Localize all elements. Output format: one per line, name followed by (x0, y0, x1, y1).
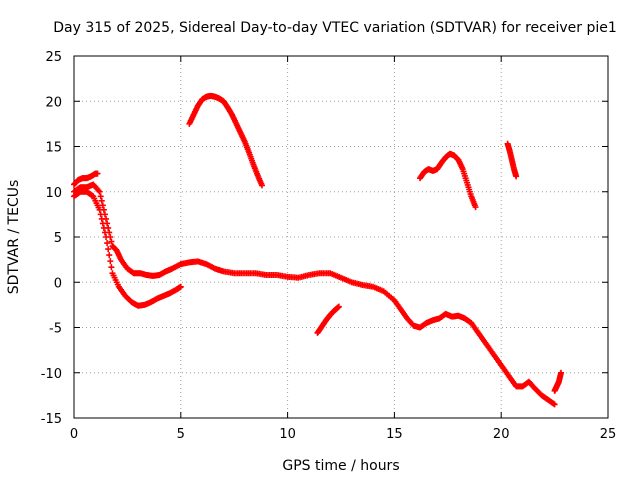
y-tick-label: -5 (49, 322, 62, 337)
x-tick-label: 20 (493, 427, 510, 442)
data-point (99, 202, 106, 209)
y-tick-label: -15 (41, 412, 62, 427)
axis-ticks (73, 55, 609, 419)
data-point (94, 170, 101, 177)
data-point (104, 240, 111, 247)
data-point (551, 401, 558, 408)
data-point (101, 229, 108, 236)
y-tick-labels: -15 -10 -5 0 5 10 15 20 25 (41, 50, 62, 427)
series-arc-lower (71, 188, 184, 309)
y-tick-label: 20 (45, 95, 62, 110)
data-point (105, 246, 112, 253)
data-point (97, 211, 104, 218)
series-arc-mid (417, 150, 479, 211)
data-point (258, 182, 265, 189)
x-tick-label: 5 (177, 427, 185, 442)
y-tick-label: 15 (45, 141, 62, 156)
y-axis-label: SDTVAR / TECUs (6, 180, 22, 295)
x-tick-labels: 0 5 10 15 20 25 (70, 427, 616, 442)
y-tick-label: 5 (54, 231, 62, 246)
grid-lines (74, 56, 608, 418)
series-arc-late (504, 140, 520, 180)
data-point (98, 197, 105, 204)
data-point (96, 188, 103, 195)
x-tick-label: 25 (600, 427, 617, 442)
data-point (177, 283, 184, 290)
y-tick-label: -10 (41, 367, 62, 382)
chart-title: Day 315 of 2025, Sidereal Day-to-day VTE… (53, 20, 617, 36)
series-arc-upper (71, 170, 101, 188)
y-tick-label: 25 (45, 50, 62, 65)
x-axis-label: GPS time / hours (282, 458, 399, 474)
series-arc-tail (551, 369, 565, 394)
y-tick-label: 10 (45, 186, 62, 201)
x-tick-label: 0 (70, 427, 78, 442)
data-point (107, 258, 114, 265)
y-tick-label: 0 (54, 276, 62, 291)
series-arc-main (71, 181, 558, 408)
data-point (100, 224, 107, 231)
series-arc-short (314, 303, 342, 336)
data-point (335, 303, 342, 310)
data-point (558, 369, 565, 376)
series-arc-hump (186, 92, 265, 189)
data-point (472, 204, 479, 211)
data-point (97, 193, 104, 200)
data-point (513, 173, 520, 180)
data-point (98, 215, 105, 222)
x-tick-label: 15 (386, 427, 403, 442)
data-points (71, 92, 565, 408)
data-point (96, 206, 103, 213)
data-point (108, 264, 115, 271)
data-point (108, 238, 115, 245)
x-tick-label: 10 (279, 427, 296, 442)
data-point (106, 252, 113, 259)
data-point (99, 220, 106, 227)
data-point (103, 234, 110, 240)
